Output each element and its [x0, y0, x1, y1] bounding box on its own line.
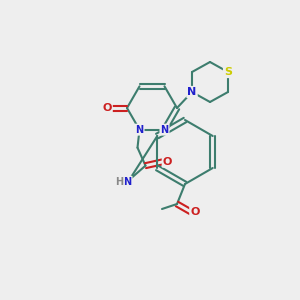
- Text: O: O: [190, 207, 200, 217]
- Text: N: N: [123, 177, 132, 187]
- Text: N: N: [135, 125, 144, 135]
- Text: N: N: [188, 87, 196, 97]
- Text: O: O: [163, 157, 172, 167]
- Text: S: S: [224, 67, 232, 77]
- Text: N: N: [160, 125, 169, 135]
- Text: O: O: [102, 103, 112, 113]
- Text: H: H: [116, 177, 124, 187]
